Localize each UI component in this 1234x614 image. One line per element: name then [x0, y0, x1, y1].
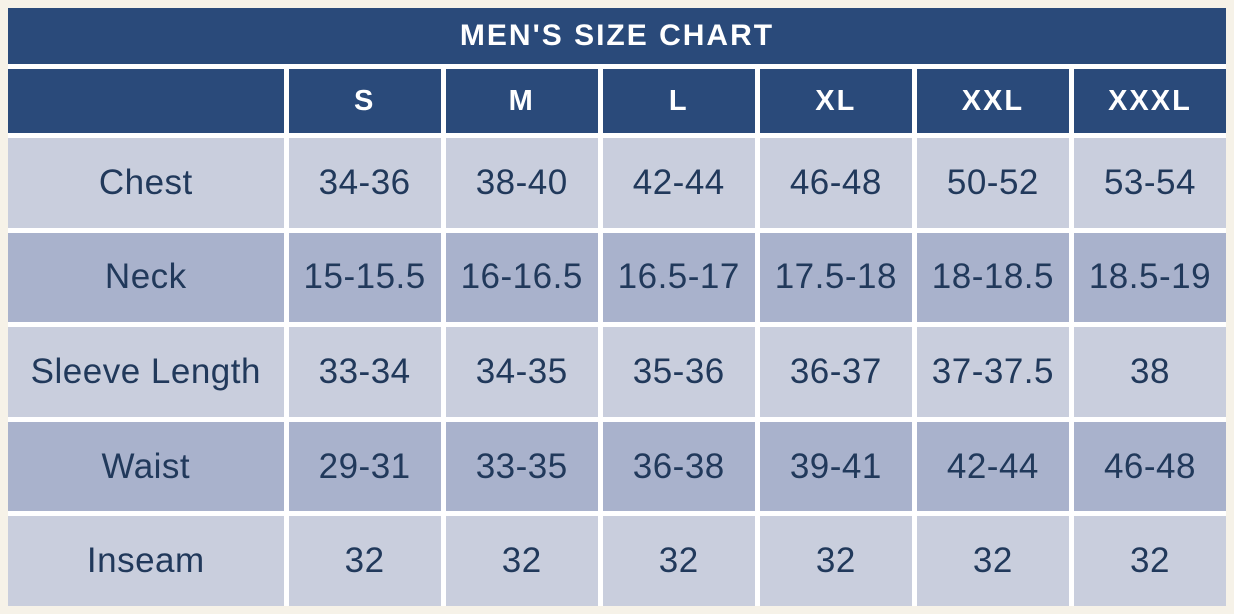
table-cell: 38-40: [445, 138, 598, 228]
table-cell: 16-16.5: [445, 232, 598, 323]
table-row-inseam: Inseam 32 32 32 32 32 32: [8, 516, 1226, 606]
column-header-row: S M L XL XXL XXXL: [8, 69, 1226, 133]
table-row-waist: Waist 29-31 33-35 36-38 39-41 42-44 46-4…: [8, 421, 1226, 512]
table-cell: 18.5-19: [1073, 232, 1226, 323]
table-cell: 50-52: [916, 138, 1069, 228]
table-cell: 38: [1073, 327, 1226, 417]
table-cell: 32: [759, 516, 912, 606]
title-row: MEN'S SIZE CHART: [8, 8, 1226, 64]
mens-size-chart-table: MEN'S SIZE CHART S M L XL XXL XXXL Chest…: [8, 8, 1226, 606]
table-cell: 46-48: [759, 138, 912, 228]
size-chart-container: MEN'S SIZE CHART S M L XL XXL XXXL Chest…: [8, 8, 1226, 606]
table-cell: 32: [288, 516, 441, 606]
table-cell: 15-15.5: [288, 232, 441, 323]
table-cell: 36-37: [759, 327, 912, 417]
table-cell: 32: [916, 516, 1069, 606]
table-cell: 32: [445, 516, 598, 606]
table-cell: 37-37.5: [916, 327, 1069, 417]
chart-title: MEN'S SIZE CHART: [8, 8, 1226, 64]
table-cell: 42-44: [916, 421, 1069, 512]
table-cell: 33-35: [445, 421, 598, 512]
row-label: Waist: [8, 421, 284, 512]
row-label: Sleeve Length: [8, 327, 284, 417]
column-header-xxxl: XXXL: [1073, 69, 1226, 133]
table-cell: 42-44: [602, 138, 755, 228]
table-row-chest: Chest 34-36 38-40 42-44 46-48 50-52 53-5…: [8, 138, 1226, 228]
table-cell: 35-36: [602, 327, 755, 417]
table-cell: 34-36: [288, 138, 441, 228]
column-header-s: S: [288, 69, 441, 133]
table-cell: 18-18.5: [916, 232, 1069, 323]
table-cell: 16.5-17: [602, 232, 755, 323]
column-header-blank: [8, 69, 284, 133]
row-label: Inseam: [8, 516, 284, 606]
column-header-l: L: [602, 69, 755, 133]
table-cell: 32: [1073, 516, 1226, 606]
table-row-neck: Neck 15-15.5 16-16.5 16.5-17 17.5-18 18-…: [8, 232, 1226, 323]
table-cell: 34-35: [445, 327, 598, 417]
row-label: Chest: [8, 138, 284, 228]
table-cell: 39-41: [759, 421, 912, 512]
table-cell: 53-54: [1073, 138, 1226, 228]
table-cell: 29-31: [288, 421, 441, 512]
table-cell: 17.5-18: [759, 232, 912, 323]
table-cell: 36-38: [602, 421, 755, 512]
column-header-xl: XL: [759, 69, 912, 133]
table-cell: 33-34: [288, 327, 441, 417]
table-row-sleeve-length: Sleeve Length 33-34 34-35 35-36 36-37 37…: [8, 327, 1226, 417]
column-header-m: M: [445, 69, 598, 133]
row-label: Neck: [8, 232, 284, 323]
table-cell: 46-48: [1073, 421, 1226, 512]
table-cell: 32: [602, 516, 755, 606]
column-header-xxl: XXL: [916, 69, 1069, 133]
